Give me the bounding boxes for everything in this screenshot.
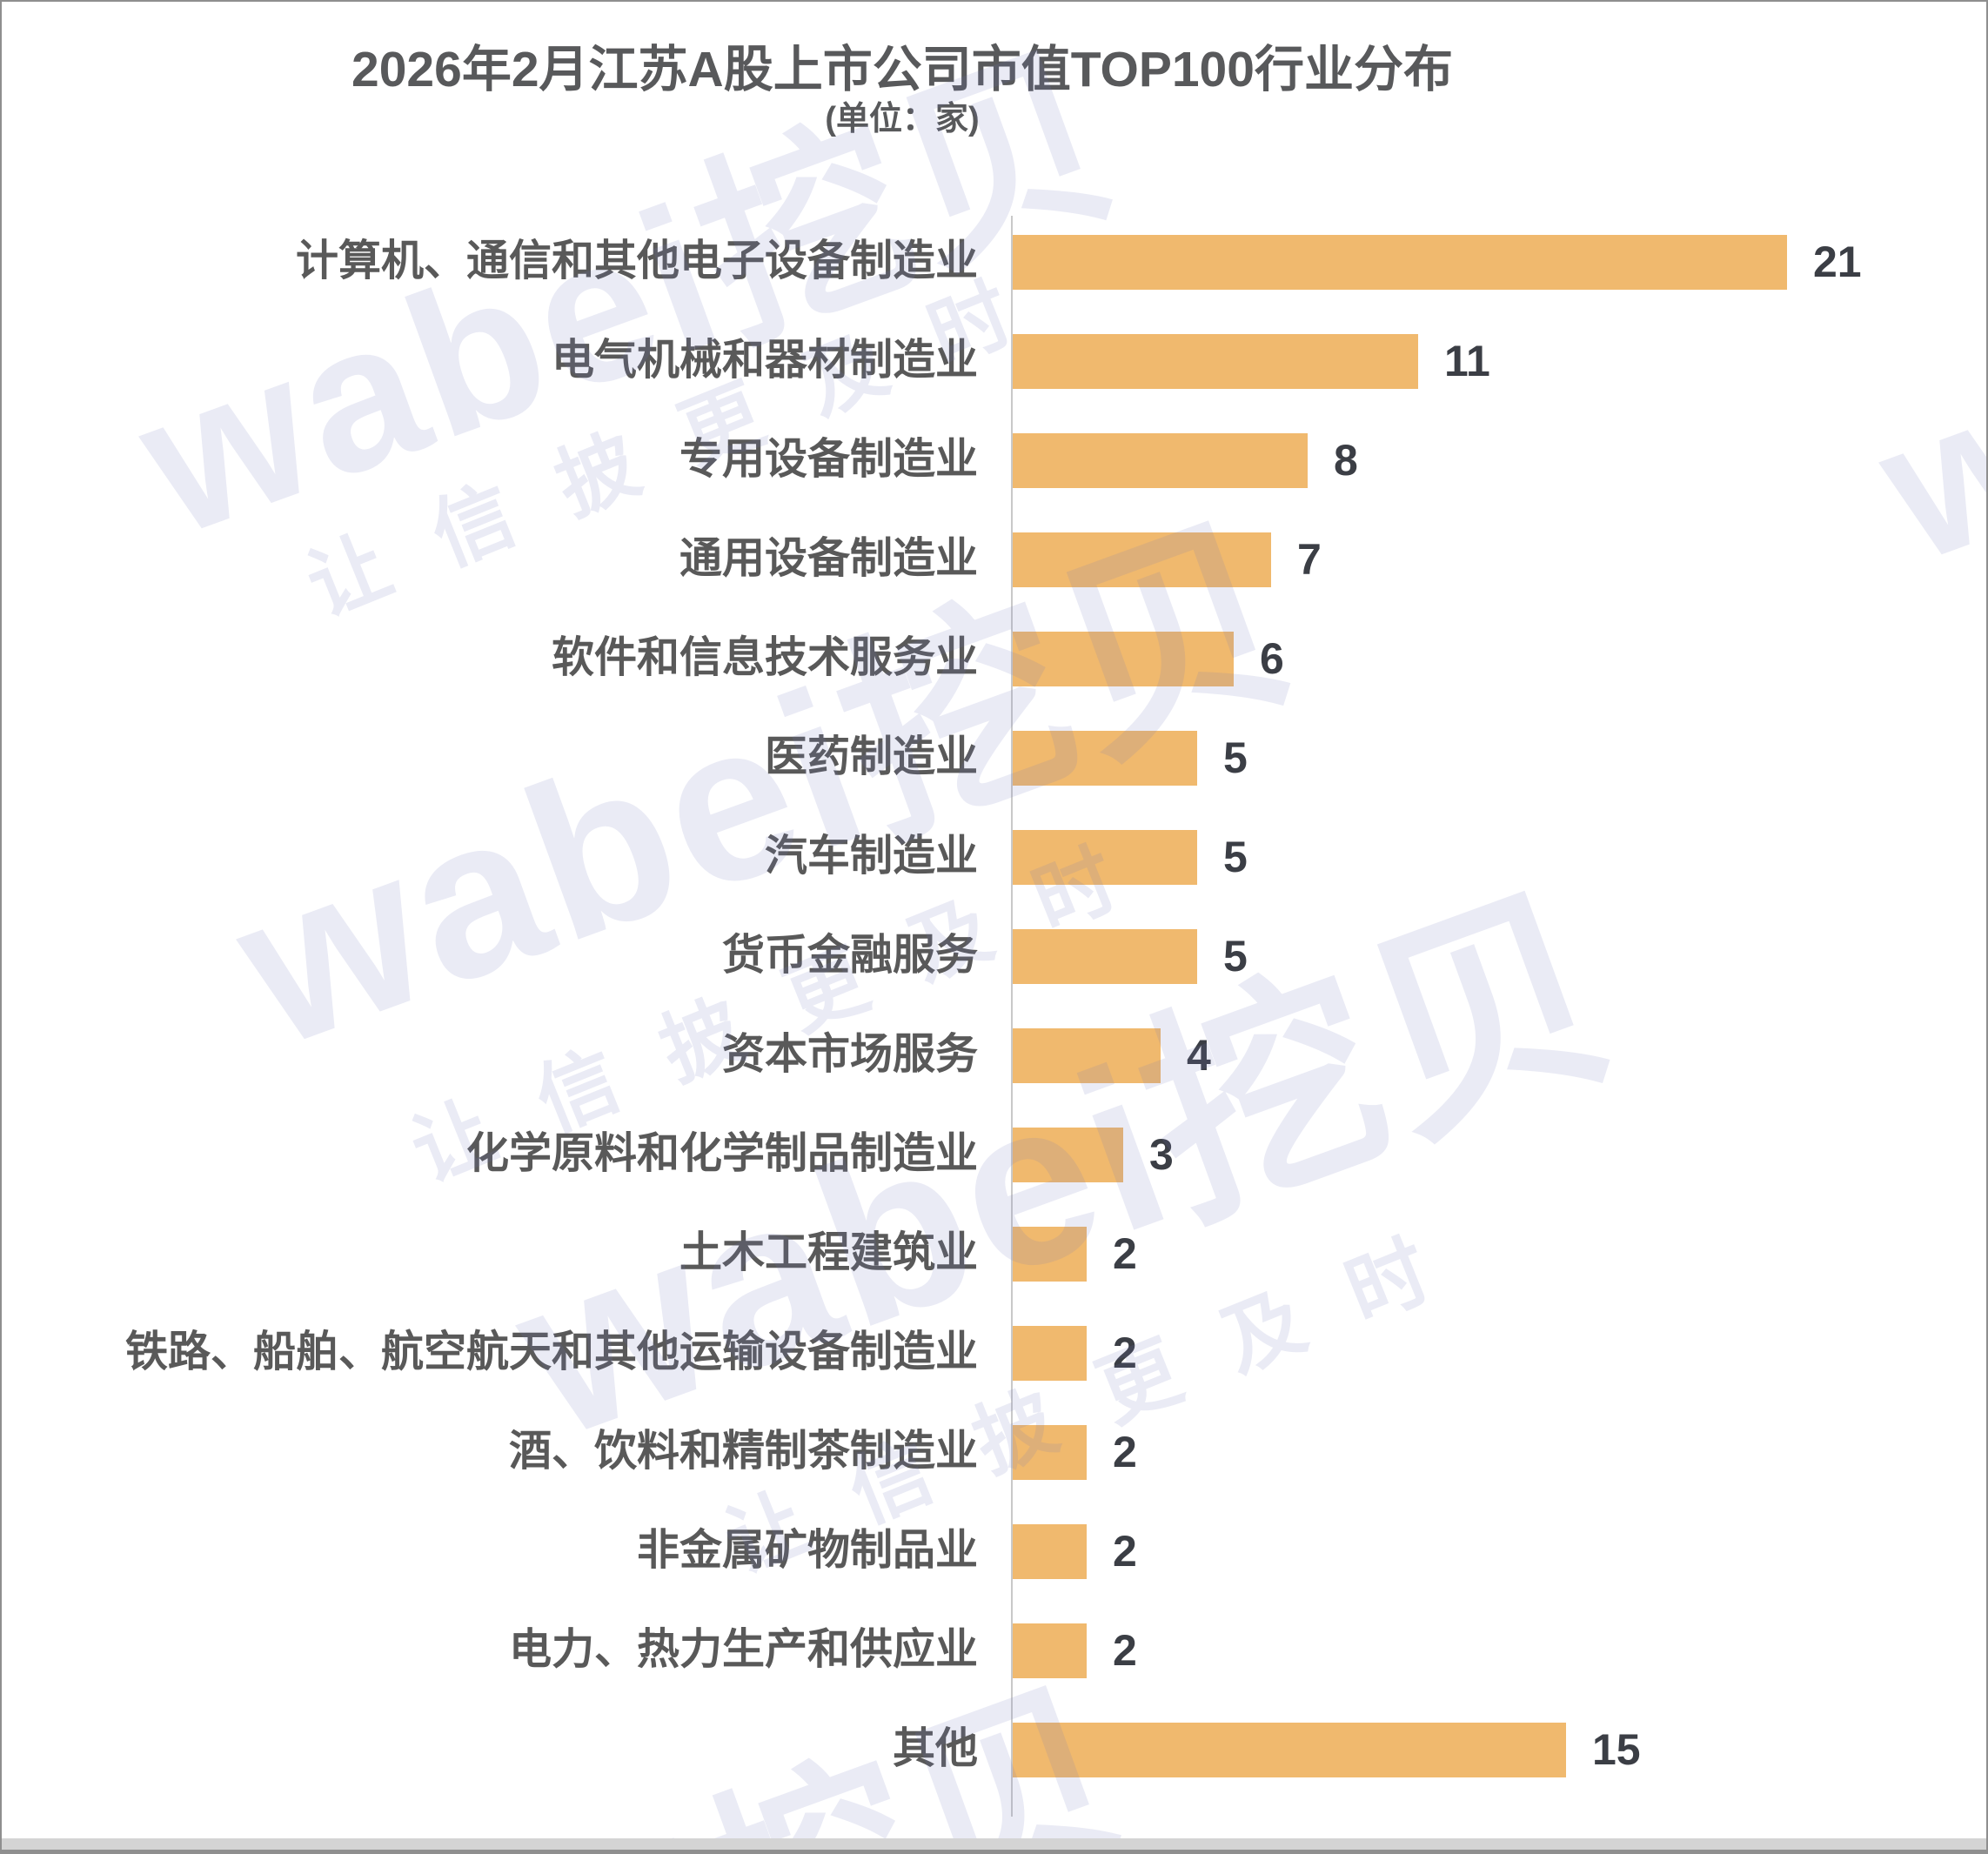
- bar-track: 2: [1013, 1523, 1972, 1579]
- bar-track: 5: [1013, 829, 1972, 885]
- chart-row: 电气机械和器材制造业 11: [2, 311, 1972, 411]
- category-label: 酒、饮料和精制茶制造业: [508, 1428, 978, 1476]
- bar-track: 21: [1013, 234, 1972, 290]
- bar-track: 8: [1013, 432, 1972, 488]
- bar: [1013, 730, 1197, 786]
- category-label: 汽车制造业: [764, 833, 978, 880]
- bar-track: 6: [1013, 631, 1972, 686]
- chart-row: 资本市场服务 4: [2, 1006, 1972, 1105]
- chart-title: 2026年2月江苏A股上市公司市值TOP100行业分布: [351, 42, 1453, 97]
- category-label: 软件和信息技术服务业: [551, 634, 978, 682]
- bar: [1013, 1722, 1566, 1777]
- chart-row: 软件和信息技术服务业 6: [2, 609, 1972, 708]
- chart-row: 医药制造业 5: [2, 708, 1972, 807]
- bar-track: 2: [1013, 1226, 1972, 1282]
- category-label: 通用设备制造业: [679, 535, 978, 583]
- bar: [1013, 829, 1197, 885]
- chart-row: 汽车制造业 5: [2, 807, 1972, 907]
- value-label: 3: [1149, 1130, 1174, 1179]
- value-label: 5: [1223, 833, 1248, 881]
- bar: [1013, 1027, 1161, 1083]
- category-label: 土木工程建筑业: [679, 1229, 978, 1277]
- bar: [1013, 1424, 1087, 1480]
- category-label: 资本市场服务: [721, 1031, 978, 1079]
- chart-row: 土木工程建筑业 2: [2, 1204, 1972, 1303]
- bar-track: 15: [1013, 1722, 1972, 1777]
- bar: [1013, 1523, 1087, 1579]
- bar-track: 7: [1013, 532, 1972, 587]
- bar: [1013, 1325, 1087, 1381]
- bar: [1013, 1226, 1087, 1282]
- value-label: 2: [1113, 1527, 1137, 1576]
- category-label: 化学原料和化学制品制造业: [465, 1130, 978, 1178]
- bar-track: 2: [1013, 1424, 1972, 1480]
- bar-track: 5: [1013, 730, 1972, 786]
- value-label: 2: [1113, 1329, 1137, 1377]
- bar: [1013, 1623, 1087, 1678]
- bar-track: 2: [1013, 1623, 1972, 1678]
- category-label: 铁路、船舶、航空航天和其他运输设备制造业: [124, 1329, 978, 1376]
- chart-row: 货币金融服务 5: [2, 907, 1972, 1006]
- category-label: 专用设备制造业: [679, 436, 978, 484]
- bar-chart: 计算机、通信和其他电子设备制造业 21 电气机械和器材制造业 11 专用设备制造…: [2, 212, 1972, 1799]
- page-bottom-edge: [2, 1838, 1986, 1852]
- chart-row: 专用设备制造业 8: [2, 411, 1972, 510]
- chart-row: 非金属矿物制品业 2: [2, 1502, 1972, 1601]
- chart-unit-subtitle: (单位：家): [825, 101, 980, 137]
- bar-track: 4: [1013, 1027, 1972, 1083]
- bar: [1013, 234, 1787, 290]
- bar: [1013, 631, 1234, 686]
- value-label: 11: [1444, 337, 1490, 385]
- chart-row: 其他 15: [2, 1700, 1972, 1799]
- category-label: 非金属矿物制品业: [636, 1527, 978, 1575]
- category-label: 医药制造业: [764, 733, 978, 781]
- value-label: 4: [1187, 1031, 1211, 1080]
- value-label: 21: [1813, 238, 1862, 286]
- category-label: 其他: [892, 1725, 978, 1773]
- category-label: 电气机械和器材制造业: [551, 337, 978, 385]
- chart-row: 酒、饮料和精制茶制造业 2: [2, 1402, 1972, 1502]
- category-label: 货币金融服务: [721, 932, 978, 980]
- chart-row: 通用设备制造业 7: [2, 510, 1972, 609]
- value-label: 2: [1113, 1229, 1137, 1278]
- bar: [1013, 928, 1197, 984]
- chart-row: 铁路、船舶、航空航天和其他运输设备制造业 2: [2, 1303, 1972, 1402]
- value-label: 8: [1334, 436, 1358, 485]
- chart-row: 电力、热力生产和供应业 2: [2, 1601, 1972, 1700]
- value-label: 6: [1260, 634, 1284, 683]
- value-label: 7: [1297, 535, 1322, 584]
- chart-row: 计算机、通信和其他电子设备制造业 21: [2, 212, 1972, 311]
- bar: [1013, 532, 1271, 587]
- category-label: 电力、热力生产和供应业: [508, 1626, 978, 1674]
- value-label: 2: [1113, 1626, 1137, 1675]
- bar-track: 5: [1013, 928, 1972, 984]
- value-label: 5: [1223, 932, 1248, 981]
- bar-track: 3: [1013, 1127, 1972, 1182]
- chart-row: 化学原料和化学制品制造业 3: [2, 1105, 1972, 1204]
- bar: [1013, 333, 1418, 389]
- value-label: 5: [1223, 733, 1248, 782]
- value-label: 2: [1113, 1428, 1137, 1476]
- bar: [1013, 1127, 1123, 1182]
- bar: [1013, 432, 1308, 488]
- bar-track: 2: [1013, 1325, 1972, 1381]
- y-axis-line: [1011, 216, 1013, 1817]
- category-label: 计算机、通信和其他电子设备制造业: [295, 238, 978, 285]
- bar-track: 11: [1013, 333, 1972, 389]
- value-label: 15: [1592, 1725, 1641, 1774]
